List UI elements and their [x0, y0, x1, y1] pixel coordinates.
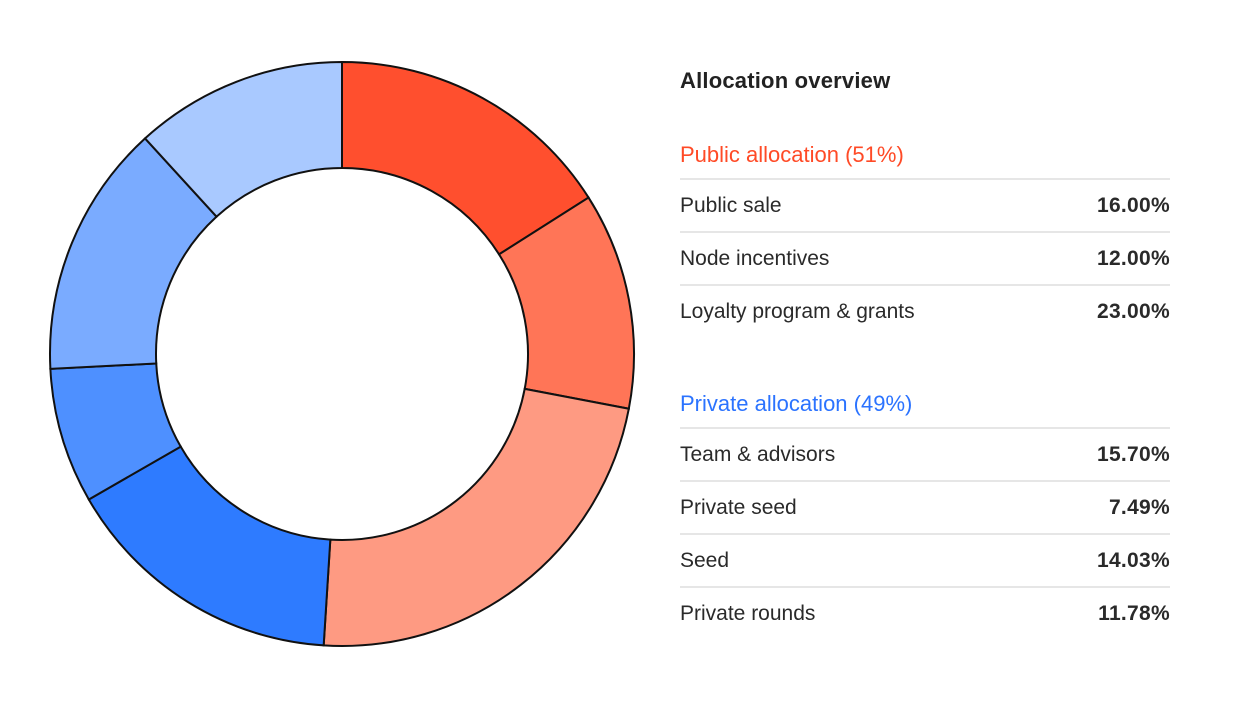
donut-slice-private-rounds: [143, 60, 343, 219]
panel-title: Allocation overview: [680, 68, 891, 93]
item-label: Node incentives: [680, 246, 830, 270]
donut-slice-loyalty-program-grants: [322, 387, 630, 647]
public-allocation-list: Public sale 16.00% Node incentives 12.00…: [680, 178, 1170, 337]
allocation-legend-panel: Allocation overview Public allocation (5…: [680, 66, 1170, 639]
item-value: 11.78%: [1098, 601, 1170, 625]
public-allocation-heading: Public allocation (51%): [680, 142, 904, 167]
item-label: Team & advisors: [680, 442, 836, 466]
item-value: 15.70%: [1096, 442, 1170, 466]
item-value: 7.49%: [1108, 495, 1170, 519]
item-label: Public sale: [680, 193, 782, 217]
item-label: Private seed: [680, 495, 797, 519]
allocation-donut-chart: [49, 60, 635, 647]
list-item: Team & advisors 15.70%: [680, 427, 1170, 480]
list-item: Node incentives 12.00%: [680, 231, 1170, 284]
item-value: 14.03%: [1096, 548, 1170, 572]
item-value: 23.00%: [1096, 299, 1170, 323]
item-value: 12.00%: [1096, 246, 1170, 270]
private-allocation-heading: Private allocation (49%): [680, 391, 913, 416]
item-value: 16.00%: [1096, 193, 1170, 217]
list-item: Seed 14.03%: [680, 533, 1170, 586]
item-label: Private rounds: [680, 601, 816, 625]
private-allocation-list: Team & advisors 15.70% Private seed 7.49…: [680, 427, 1170, 639]
list-item: Private rounds 11.78%: [680, 586, 1170, 639]
list-item: Public sale 16.00%: [680, 178, 1170, 231]
list-item: Loyalty program & grants 23.00%: [680, 284, 1170, 337]
item-label: Loyalty program & grants: [680, 299, 915, 323]
group-spacer: [680, 337, 1170, 389]
item-label: Seed: [680, 548, 730, 572]
list-item: Private seed 7.49%: [680, 480, 1170, 533]
